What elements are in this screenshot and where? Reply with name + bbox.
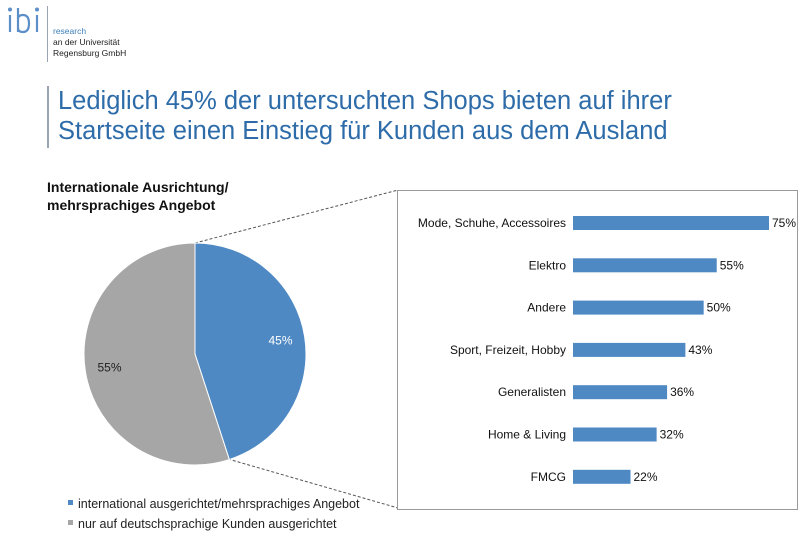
pie-slice-0 (194, 242, 307, 461)
bar-category-label-0: Mode, Schuhe, Accessoires (418, 216, 566, 230)
logo-divider (47, 6, 48, 62)
logo-company: Regensburg GmbH (53, 48, 127, 58)
pie-slices: 45% 55% (83, 242, 307, 466)
bar-chart: Mode, Schuhe, Accessoires 75% Elektro 55% An… (418, 216, 796, 484)
pie-chart-title: Internationale Ausrichtung/ mehrsprachig… (47, 178, 229, 214)
bar-value-label-2: 50% (707, 301, 731, 315)
bar-value-label-3: 43% (688, 343, 712, 357)
logo-text: research an der Universität Regensburg G… (53, 26, 126, 59)
legend-item-domestic: nur auf deutschsprachige Kunden ausgeric… (68, 514, 359, 534)
bar-6 (573, 469, 631, 484)
legend-swatch-gray (68, 520, 73, 525)
pie-legend: international ausgerichtet/mehrsprachige… (68, 494, 359, 534)
page-title-line-1: Lediglich 45% der untersuchten Shops bie… (58, 87, 672, 115)
bar-4 (573, 385, 668, 400)
legend-item-international: international ausgerichtet/mehrsprachige… (68, 494, 359, 514)
ibi-logo (4, 4, 44, 38)
bar-category-label-1: Elektro (529, 258, 567, 272)
bar-value-label-0: 75% (772, 216, 796, 230)
bar-1 (573, 258, 717, 273)
bar-value-label-1: 55% (720, 258, 744, 272)
ibi-logo-mark (8, 7, 39, 34)
bar-category-label-6: FMCG (531, 470, 566, 484)
page-title-line-2: Startseite einen Einstieg für Kunden aus… (58, 117, 668, 145)
bar-3 (573, 342, 686, 357)
page-title: Lediglich 45% der untersuchten Shops bie… (58, 86, 788, 146)
bar-category-label-2: Andere (527, 301, 566, 315)
bar-5 (573, 427, 657, 442)
title-accent-bar (47, 86, 49, 148)
bar-category-label-5: Home & Living (488, 428, 566, 442)
logo-university: an der Universität (53, 37, 120, 47)
legend-label-international: international ausgerichtet/mehrsprachige… (78, 497, 360, 511)
pie-slice-label-1: 55% (97, 361, 121, 375)
logo-research: research (53, 26, 87, 36)
pie-slice-1 (83, 242, 230, 466)
bar-2 (573, 300, 704, 315)
bar-category-label-3: Sport, Freizeit, Hobby (450, 343, 566, 357)
pie-title-line-1: Internationale Ausrichtung/ (47, 179, 229, 195)
pie-title-line-2: mehrsprachiges Angebot (47, 197, 216, 213)
bar-chart-panel: Mode, Schuhe, Accessoires 75% Elektro 55% An… (397, 190, 798, 510)
bar-value-label-4: 36% (670, 385, 694, 399)
bar-value-label-6: 22% (633, 470, 657, 484)
legend-label-domestic: nur auf deutschsprachige Kunden ausgeric… (78, 517, 337, 531)
legend-swatch-blue (68, 500, 73, 505)
bar-value-label-5: 32% (660, 428, 684, 442)
bar-0 (573, 216, 769, 230)
pie-slice-label-0: 45% (268, 333, 292, 347)
bar-category-label-4: Generalisten (498, 385, 566, 399)
